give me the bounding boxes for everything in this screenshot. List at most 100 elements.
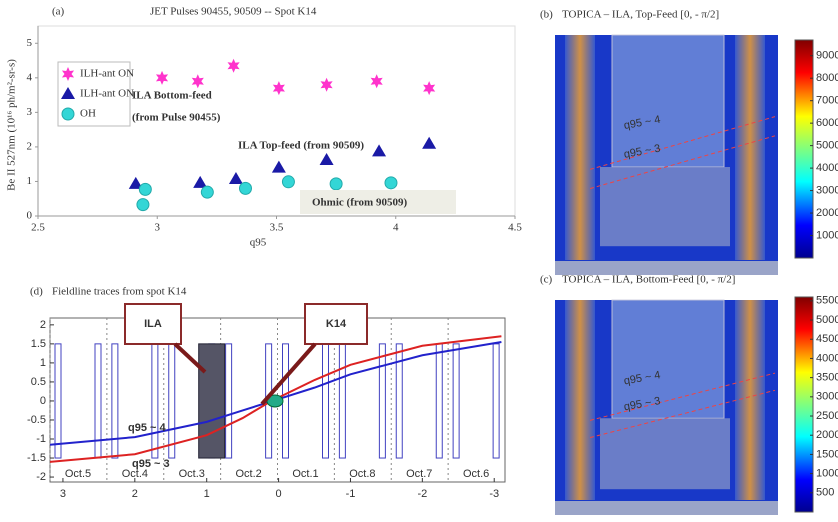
antenna-base [600, 167, 730, 247]
x-tick-label: 2.5 [31, 222, 45, 234]
marker-triangle [193, 175, 208, 188]
colorbar-tick-label: 3000 [816, 391, 838, 403]
chart-title: JET Pulses 90455, 90509 -- Spot K14 [150, 6, 317, 18]
colorbar-tick-label: 3000 [816, 184, 838, 196]
antenna-base [600, 418, 730, 490]
x-tick-label: 1 [204, 488, 210, 500]
marker-circle [329, 177, 343, 191]
octant-label: Oct.5 [65, 468, 91, 480]
annotation: K14 [326, 318, 347, 330]
panel-label: (a) [52, 6, 65, 18]
coil [395, 343, 403, 459]
marker-triangle [372, 144, 387, 157]
callout-box [304, 303, 368, 345]
hot-strip [735, 300, 765, 500]
callout-arrow [260, 342, 317, 406]
marker-circle [281, 175, 295, 189]
marker-circle [238, 181, 252, 195]
x-tick-label: -3 [489, 488, 499, 500]
coil [111, 343, 119, 459]
floor [555, 501, 778, 515]
x-tick-label: 2 [132, 488, 138, 500]
x-tick-label: 0 [276, 488, 282, 500]
panel-label: (b) [540, 9, 553, 21]
marker-circle [136, 198, 150, 212]
y-tick-label: -0.5 [27, 414, 46, 426]
y-tick-label: 2 [27, 140, 33, 152]
marker-star [320, 77, 333, 92]
colorbar-tick-label: 7000 [816, 95, 838, 107]
marker-circle [384, 176, 398, 190]
annotation: Ohmic (from 90509) [312, 197, 407, 209]
colorbar-tick-label: 1500 [816, 448, 838, 460]
annotation: (from Pulse 90455) [132, 112, 221, 124]
x-tick-label: 4 [393, 222, 399, 234]
octant-label: Oct.6 [463, 468, 489, 480]
coil [452, 343, 460, 459]
octant-label: Oct.4 [122, 468, 148, 480]
colorbar-tick-label: 4000 [816, 352, 838, 364]
y-tick-label: 1.5 [31, 338, 46, 350]
coil [225, 343, 233, 459]
panel-label: (d) [30, 286, 43, 298]
y-axis-label: Be II 527nm (10¹⁶ ph/m²-sr-s) [6, 59, 18, 191]
octant-label: Oct.2 [235, 468, 261, 480]
colorbar-tick-label: 5000 [816, 314, 838, 326]
y-tick-label: 0 [27, 210, 33, 222]
legend-swatch [61, 67, 75, 81]
y-tick-label: 4 [27, 71, 33, 83]
y-tick-label: 2 [40, 319, 46, 331]
x-tick-label: -1 [346, 488, 356, 500]
colorbar-tick-label: 1000 [816, 468, 838, 480]
colorbar-tick-label: 3500 [816, 372, 838, 384]
marker-star [370, 74, 383, 89]
annotation: q95 ~ 3 [132, 458, 170, 470]
antenna [611, 34, 725, 168]
colorbar-tick-label: 1000 [816, 229, 838, 241]
colorbar [794, 296, 814, 513]
coil [378, 343, 386, 459]
colorbar-tick-label: 500 [816, 487, 834, 499]
marker-triangle [271, 160, 286, 173]
marker-star [423, 81, 436, 96]
annotation: ILA Top-feed (from 90509) [238, 140, 364, 152]
colorbar [794, 39, 814, 259]
callout-arrow [173, 342, 207, 374]
x-tick-label: 3.5 [270, 222, 284, 234]
marker-triangle [128, 176, 143, 189]
colorbar-tick-label: 2500 [816, 410, 838, 422]
colorbar-tick-label: 9000 [816, 50, 838, 62]
y-tick-label: -1 [36, 433, 46, 445]
y-tick-label: 1 [27, 175, 33, 187]
ila-antenna [198, 343, 226, 459]
colorbar-tick-label: 5000 [816, 140, 838, 152]
colorbar-tick-label: 4500 [816, 333, 838, 345]
x-tick-label: 3 [155, 222, 161, 234]
annotation: ILA Bottom-feed [132, 90, 212, 102]
octant-label: Oct.1 [292, 468, 318, 480]
marker-triangle [228, 172, 243, 185]
y-tick-label: 0.5 [31, 376, 46, 388]
y-tick-label: 0 [40, 395, 46, 407]
floor [555, 261, 778, 275]
chart-title: Fieldline traces from spot K14 [52, 286, 187, 298]
marker-triangle [319, 153, 334, 166]
y-tick-label: 3 [27, 106, 33, 118]
callout-box [124, 303, 182, 345]
x-axis-label: q95 [250, 237, 267, 249]
legend-swatch [61, 107, 75, 121]
octant-label: Oct.7 [406, 468, 432, 480]
legend-swatch [61, 87, 75, 99]
q95-line [589, 389, 776, 439]
marker-star [155, 70, 169, 85]
annotation: ILA [144, 318, 162, 330]
marker-star [191, 74, 204, 89]
colorbar-tick-label: 2000 [816, 429, 838, 441]
octant-label: Oct.8 [349, 468, 375, 480]
annotation-bg [300, 190, 456, 214]
marker-star [227, 58, 240, 73]
x-tick-label: 3 [60, 488, 66, 500]
chart-title: TOPICA – ILA, Bottom-Feed [0, - π/2] [562, 274, 735, 286]
marker-circle [138, 182, 152, 196]
